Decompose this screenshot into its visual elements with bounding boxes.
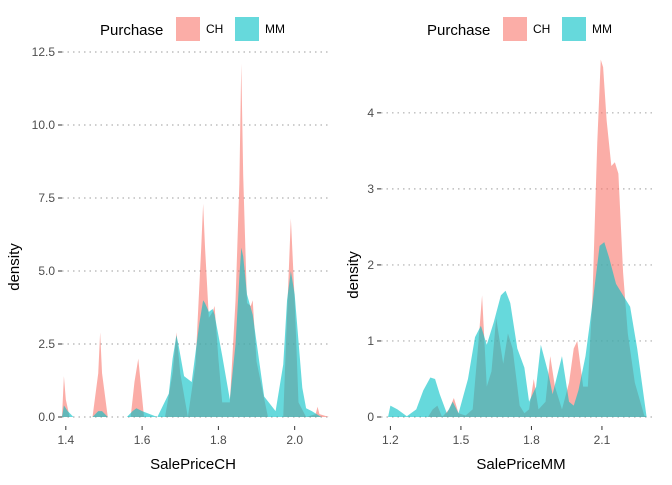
- y-tick-label: 5.0: [38, 264, 55, 278]
- y-tick-label: 2.5: [38, 337, 55, 351]
- panel-saleprice-ch: 0.0 2.5 5.0 7.5 10.0 12.5 1.4 1.6 1.8 2.0 SalePric…: [6, 45, 329, 473]
- legend-title: Purchase: [427, 22, 490, 39]
- legend-label-ch: CH: [206, 22, 223, 36]
- x-tick-label: 1.8: [210, 433, 227, 447]
- x-tick-label: 1.6: [134, 433, 151, 447]
- x-axis-title: SalePriceMM: [476, 456, 565, 473]
- y-tick-label: 12.5: [32, 45, 56, 59]
- x-tick-label: 1.4: [57, 433, 74, 447]
- x-tick-label: 1.2: [382, 433, 399, 447]
- y-tick-label: 0.0: [38, 410, 55, 424]
- legend-key-mm: [562, 17, 586, 41]
- y-tick-label: 1: [367, 334, 374, 348]
- y-tick-label: 2: [367, 258, 374, 272]
- y-tick-label: 4: [367, 106, 374, 120]
- legend-label-mm: MM: [592, 22, 612, 36]
- legend-label-mm: MM: [265, 22, 285, 36]
- legend-label-ch: CH: [533, 22, 550, 36]
- x-tick-label: 2.1: [594, 433, 611, 447]
- y-tick-label: 3: [367, 182, 374, 196]
- density-area-mm: [62, 247, 329, 417]
- x-tick-label: 1.5: [453, 433, 470, 447]
- legend-left: Purchase CH MM: [100, 17, 285, 41]
- x-tick-label: 1.8: [523, 433, 540, 447]
- legend-key-ch: [503, 17, 527, 41]
- legend-key-mm: [235, 17, 259, 41]
- legend-title: Purchase: [100, 22, 163, 39]
- y-tick-label: 0: [367, 410, 374, 424]
- x-tick-label: 2.0: [286, 433, 303, 447]
- x-axis-title: SalePriceCH: [150, 456, 236, 473]
- y-tick-label: 7.5: [38, 191, 55, 205]
- y-axis-title: density: [6, 243, 23, 291]
- y-tick-label: 10.0: [32, 118, 56, 132]
- legend-right: Purchase CH MM: [427, 17, 612, 41]
- legend-key-ch: [176, 17, 200, 41]
- y-axis-title: density: [345, 251, 362, 299]
- panel-saleprice-mm: 0 1 2 3 4 1.2 1.5 1.8 2.1 SalePriceMM density: [345, 59, 656, 473]
- density-area-mm: [388, 242, 647, 417]
